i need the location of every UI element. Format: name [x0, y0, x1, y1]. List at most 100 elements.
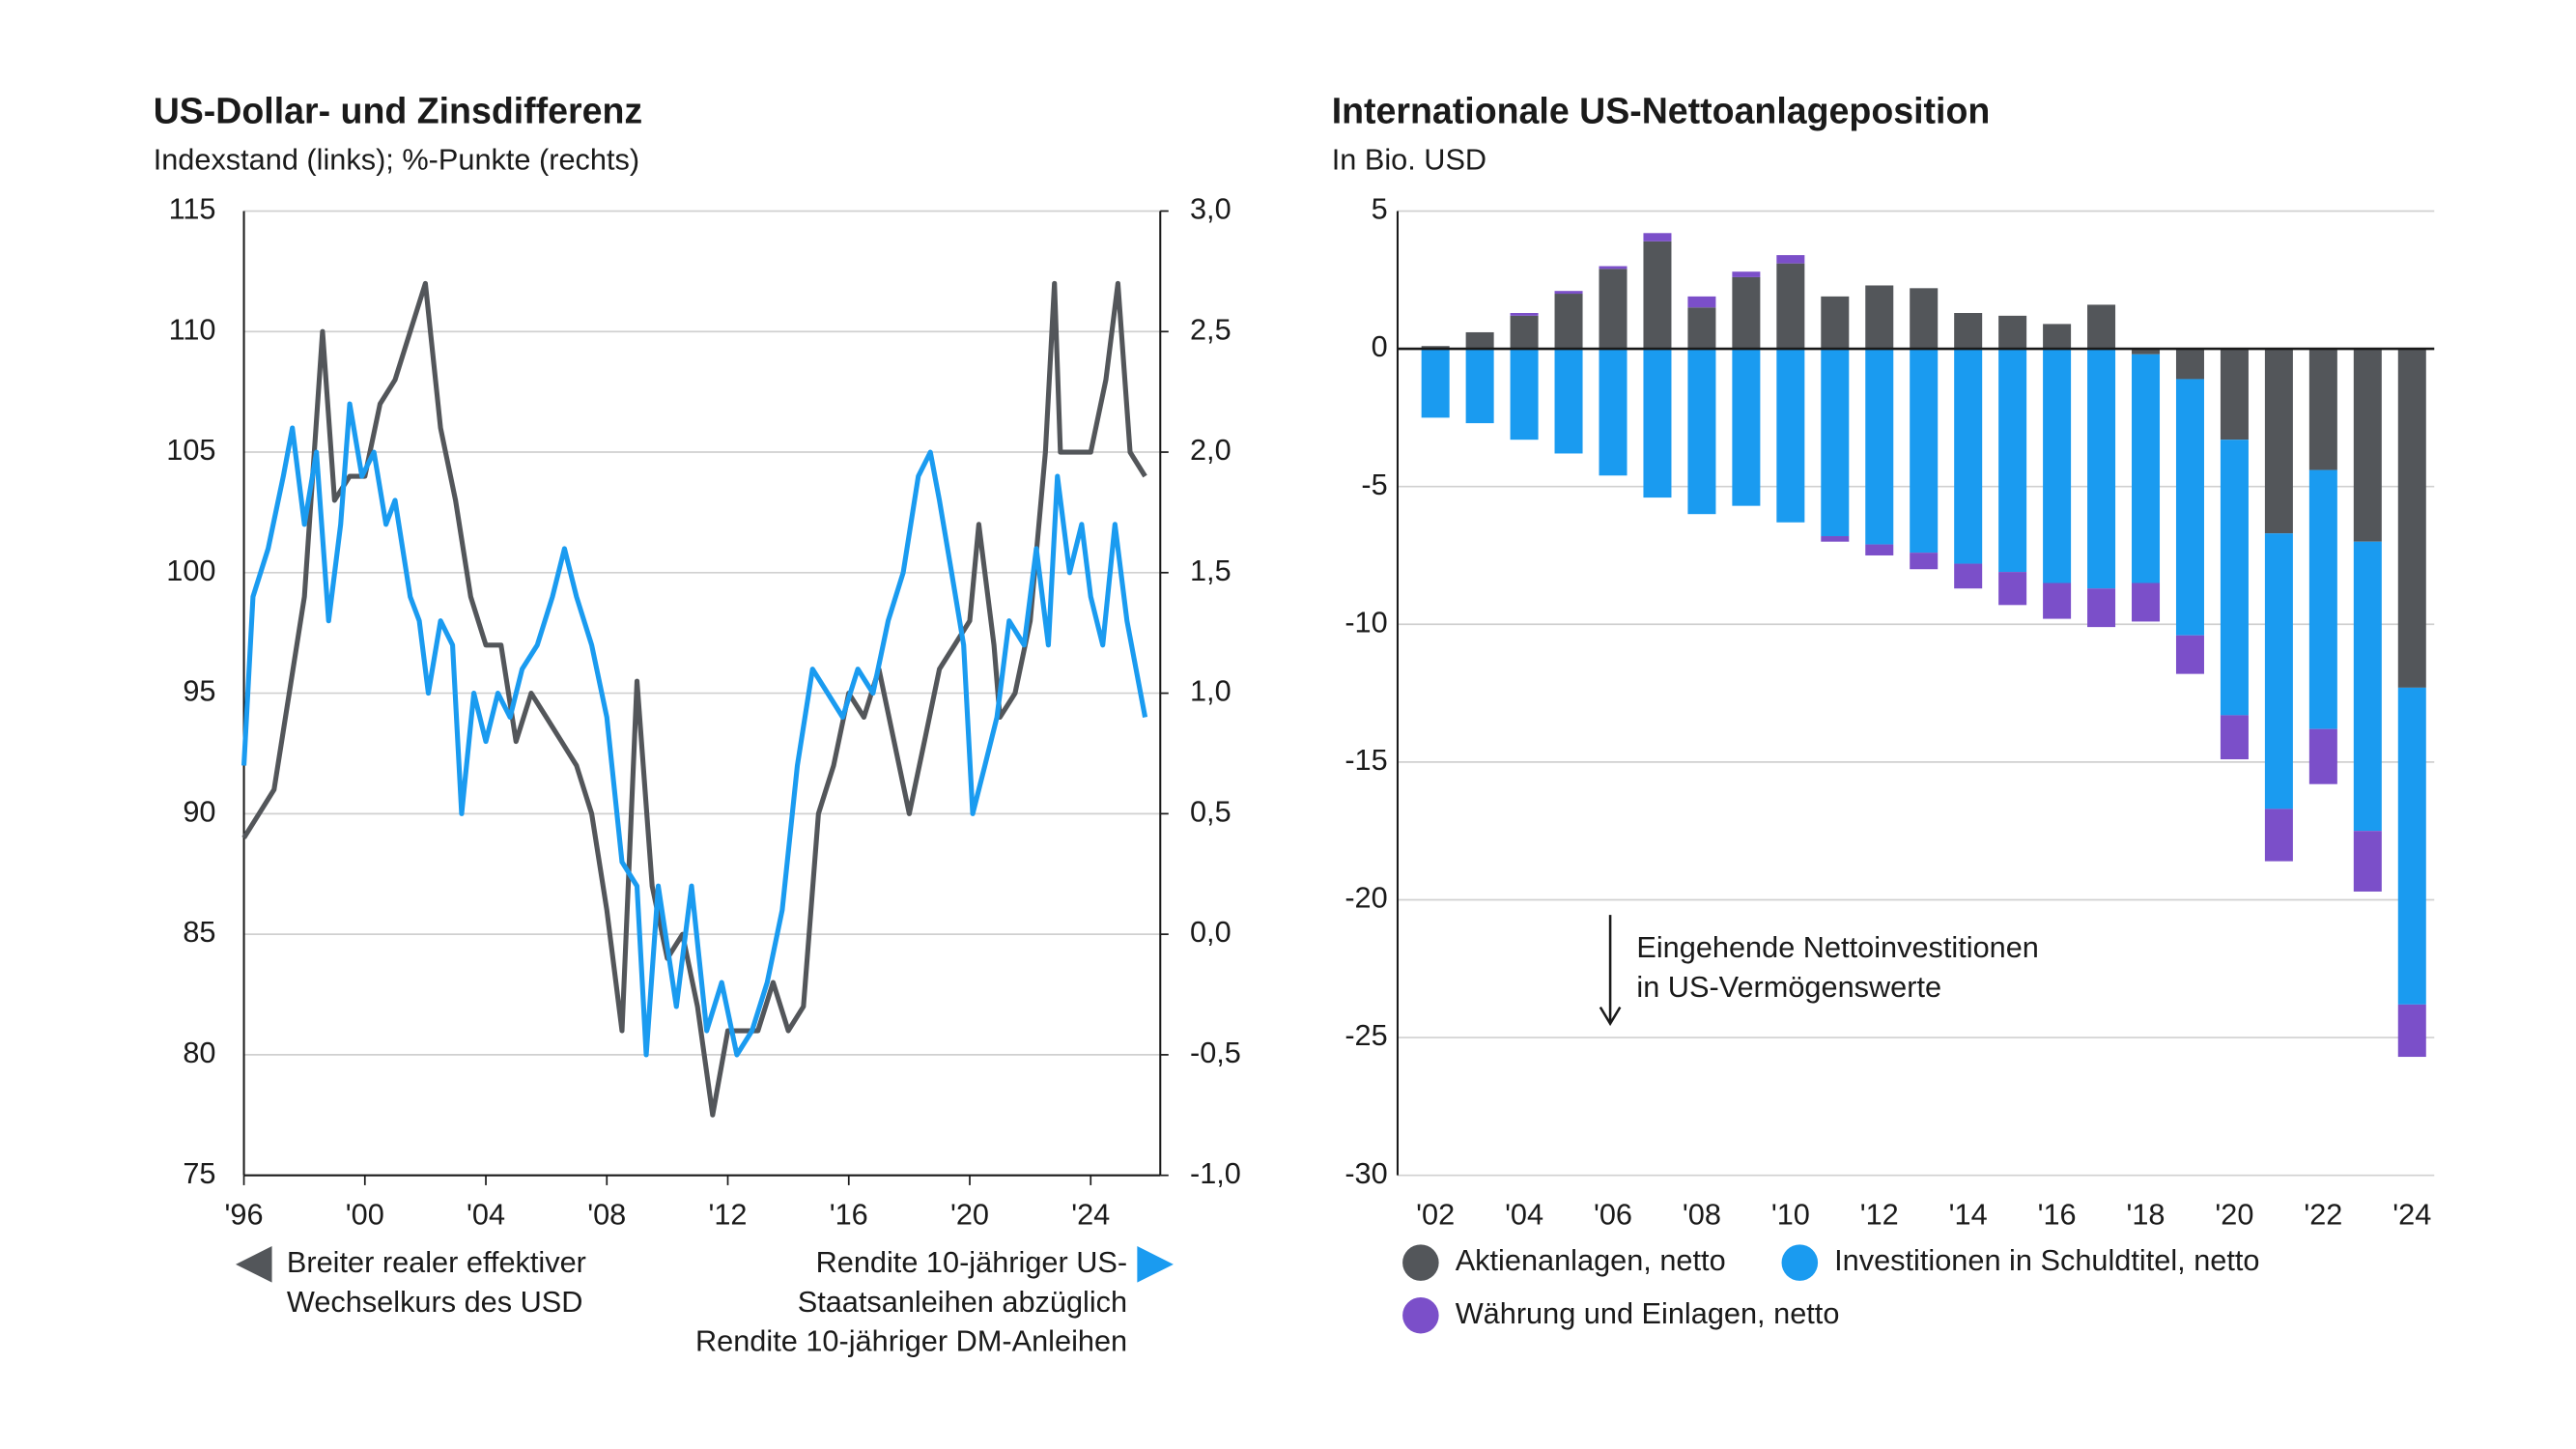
- y2-tick-label: 1,0: [1190, 674, 1231, 708]
- y2-tick-label: 0,0: [1190, 915, 1231, 949]
- bar-segment: [1643, 349, 1672, 498]
- x-tick-label: '24: [2392, 1197, 2431, 1231]
- bar-segment: [2043, 582, 2072, 619]
- bar-segment: [2397, 1004, 2426, 1058]
- y-tick-label: 95: [183, 674, 215, 708]
- x-tick-label: '08: [587, 1197, 626, 1231]
- bar-segment: [2264, 349, 2293, 534]
- bar-segment: [2132, 349, 2161, 355]
- legend-label: Währung und Einlagen, netto: [1456, 1296, 1840, 1330]
- x-tick-label: '16: [2038, 1197, 2077, 1231]
- bar-segment: [2264, 533, 2293, 810]
- y-tick-label: -30: [1345, 1156, 1387, 1190]
- legend-label: Breiter realer effektiver Wechselkurs des…: [287, 1245, 586, 1319]
- bar-segment: [1776, 255, 1805, 264]
- bar-segment: [2220, 440, 2249, 716]
- legend-marker: [1402, 1244, 1439, 1281]
- bar-segment: [1599, 349, 1628, 476]
- bar-segment: [1599, 269, 1628, 350]
- bar-segment: [1910, 553, 1939, 570]
- x-tick-label: '96: [225, 1197, 264, 1231]
- line-series: [241, 280, 1147, 1118]
- y-tick-label: 90: [183, 794, 215, 828]
- bar-segment: [1910, 288, 1939, 350]
- y2-tick-label: 1,5: [1190, 554, 1231, 587]
- bar-segment: [2308, 469, 2337, 729]
- y-tick-label: -20: [1345, 881, 1387, 915]
- bar-segment: [1599, 266, 1628, 270]
- y2-tick-label: 3,0: [1190, 192, 1231, 226]
- chart-title: Internationale US-Nettoanlageposition: [1332, 91, 1991, 131]
- bar-segment: [2132, 582, 2161, 622]
- bar-segment: [1865, 285, 1894, 350]
- x-tick-label: '20: [950, 1197, 989, 1231]
- y-tick-label: -5: [1361, 468, 1387, 501]
- bar-segment: [2087, 588, 2116, 628]
- bar-segment: [2308, 728, 2337, 784]
- y-tick-label: 110: [169, 312, 216, 346]
- bar-segment: [2043, 349, 2072, 583]
- bar-segment: [1821, 349, 1850, 537]
- legend-label: Rendite 10-jähriger US-Staatsanleihen ab…: [695, 1245, 1127, 1358]
- bar-segment: [1687, 307, 1716, 350]
- bar-segment: [1421, 346, 1450, 350]
- chart-subtitle: In Bio. USD: [1332, 142, 1486, 176]
- bar-segment: [1510, 313, 1539, 316]
- bar-segment: [2397, 349, 2426, 688]
- x-tick-label: '22: [2304, 1197, 2342, 1231]
- y-tick-label: -15: [1345, 743, 1387, 777]
- bar-segment: [1910, 349, 1939, 554]
- bar-segment: [1687, 296, 1716, 308]
- bar-segment: [2353, 831, 2382, 892]
- y-tick-label: 75: [183, 1156, 215, 1190]
- bar-segment: [1465, 349, 1494, 424]
- y2-tick-label: -0,5: [1190, 1036, 1241, 1069]
- bar-segment: [2353, 349, 2382, 542]
- x-tick-label: '04: [467, 1197, 505, 1231]
- bar-segment: [1465, 331, 1494, 350]
- bar-segment: [1954, 313, 1983, 350]
- y2-tick-label: 2,5: [1190, 312, 1231, 346]
- y2-tick-label: -1,0: [1190, 1156, 1241, 1190]
- y-tick-label: 100: [166, 554, 215, 587]
- bar-segment: [1776, 349, 1805, 523]
- bar-segment: [2220, 349, 2249, 440]
- legend-marker: [1781, 1244, 1819, 1281]
- bar-segment: [2397, 687, 2426, 1005]
- bar-segment: [1998, 572, 2027, 606]
- bar-segment: [1732, 349, 1761, 506]
- bar-segment: [2132, 354, 2161, 583]
- bar-segment: [2087, 304, 2116, 350]
- annotation: Eingehende Nettoinvestitionen in US-Vermö…: [1636, 930, 2039, 1004]
- bar-segment: [1954, 563, 1983, 589]
- bar-segment: [1643, 241, 1672, 350]
- line-series: [241, 401, 1148, 1058]
- x-tick-label: '10: [1771, 1197, 1810, 1231]
- legend-label: Aktienanlagen, netto: [1456, 1243, 1726, 1277]
- y-tick-label: -10: [1345, 605, 1387, 639]
- bar-segment: [1421, 349, 1450, 418]
- y2-tick-label: 2,0: [1190, 433, 1231, 467]
- x-tick-label: '02: [1416, 1197, 1455, 1231]
- x-tick-label: '00: [346, 1197, 384, 1231]
- bar-segment: [2087, 349, 2116, 589]
- y-tick-label: -25: [1345, 1018, 1387, 1052]
- bar-segment: [1554, 291, 1583, 295]
- legend-marker: [1137, 1246, 1174, 1283]
- legend-marker: [236, 1246, 272, 1283]
- bar-segment: [1510, 315, 1539, 350]
- legend-label: Investitionen in Schuldtitel, netto: [1834, 1243, 2259, 1277]
- x-tick-label: '20: [2215, 1197, 2253, 1231]
- chart-title: US-Dollar- und Zinsdifferenz: [154, 91, 642, 131]
- chart-subtitle: Indexstand (links); %-Punkte (rechts): [154, 142, 639, 176]
- bar-segment: [1643, 233, 1672, 242]
- bar-segment: [1821, 296, 1850, 350]
- bar-segment: [1510, 349, 1539, 440]
- y-tick-label: 115: [169, 192, 216, 226]
- x-tick-label: '04: [1505, 1197, 1543, 1231]
- x-tick-label: '14: [1949, 1197, 1988, 1231]
- bar-segment: [2043, 324, 2072, 350]
- x-tick-label: '18: [2127, 1197, 2166, 1231]
- y-tick-label: 85: [183, 915, 215, 949]
